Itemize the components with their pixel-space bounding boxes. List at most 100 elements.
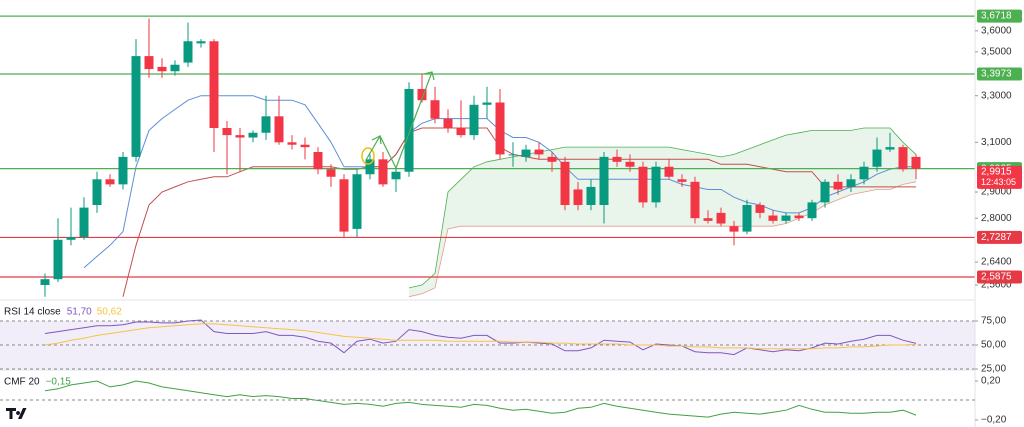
candle-body <box>209 41 219 129</box>
y-tick-label: 0,20 <box>981 376 1001 387</box>
last-price-box <box>977 165 1022 189</box>
candle-body <box>846 179 856 187</box>
candle-body <box>430 100 440 119</box>
candle-body <box>612 156 622 162</box>
candle-body <box>521 149 531 157</box>
candle-body <box>560 161 570 205</box>
candle-body <box>547 156 557 162</box>
candle-body <box>40 279 50 285</box>
candle-body <box>170 64 180 72</box>
candle-body <box>586 186 596 205</box>
legend-value: 50,62 <box>97 307 122 318</box>
indicator-line <box>44 319 917 356</box>
candle-body <box>326 169 336 177</box>
indicator-line <box>122 127 916 297</box>
candle-body <box>859 166 869 180</box>
candle-body <box>144 56 154 70</box>
candle-body <box>131 56 141 157</box>
candle-body <box>807 202 817 219</box>
candle-body <box>781 215 791 221</box>
pane-title: CMF 20 <box>4 377 40 388</box>
candle-body <box>664 166 674 177</box>
candle-body <box>183 41 193 63</box>
candle-body <box>300 144 310 148</box>
indicator-line <box>44 323 917 350</box>
candle-body <box>222 128 232 136</box>
pane-title: RSI 14 close <box>4 307 61 318</box>
candle-body <box>482 102 492 105</box>
y-tick-label: 3,3000 <box>981 90 1012 101</box>
candle-body <box>105 179 115 185</box>
y-tick-label: −0,20 <box>981 415 1007 426</box>
candle-body <box>833 181 843 190</box>
level-label: 2,7287 <box>981 232 1012 243</box>
candle-body <box>911 156 921 169</box>
logo <box>6 408 27 419</box>
candle-body <box>92 179 102 205</box>
candle-body <box>573 189 583 205</box>
candle-body <box>235 135 245 138</box>
arrow-head <box>423 71 435 81</box>
y-tick-label: 3,6000 <box>981 25 1012 36</box>
candle-body <box>794 215 804 219</box>
candle-body <box>79 207 89 238</box>
candle-body <box>248 132 258 138</box>
candle-body <box>261 116 271 133</box>
level-label-box <box>977 230 1022 244</box>
candle-body <box>534 149 544 155</box>
y-tick-label: 2,5600 <box>981 280 1012 291</box>
candle-body <box>469 104 479 136</box>
level-label-box <box>977 9 1022 23</box>
candle-body <box>820 181 830 203</box>
level-label-box <box>977 270 1022 284</box>
candle-body <box>365 159 375 175</box>
candle-body <box>456 128 466 136</box>
candle-body <box>599 156 609 205</box>
candle-body <box>703 218 713 221</box>
legend-value: 51,70 <box>67 307 92 318</box>
indicator-line <box>44 380 917 418</box>
candle-body <box>157 66 167 72</box>
candle-body <box>417 88 427 101</box>
y-tick-label: 75,00 <box>981 316 1006 327</box>
candle-body <box>638 166 648 203</box>
candle-body <box>352 174 362 229</box>
y-tick-label: 50,00 <box>981 340 1006 351</box>
cloud-area <box>409 128 916 297</box>
y-tick-label: 2,8000 <box>981 213 1012 224</box>
candle-body <box>404 88 414 172</box>
annotation-circle <box>361 147 375 165</box>
plot-layers <box>0 15 975 418</box>
candle-body <box>313 151 323 170</box>
candle-body <box>729 226 739 232</box>
level-label: 3,6718 <box>981 11 1012 22</box>
candle-body <box>677 179 687 182</box>
level-label-box <box>977 67 1022 81</box>
candle-body <box>495 102 505 155</box>
cloud-upper <box>408 127 917 289</box>
candle-body <box>287 142 297 145</box>
countdown: 12:43:05 <box>981 177 1016 187</box>
level-label: 2,5875 <box>981 272 1012 283</box>
candle-body <box>339 179 349 232</box>
legend-value: −0,15 <box>46 377 72 388</box>
candle-body <box>716 212 726 224</box>
candle-body <box>872 149 882 167</box>
candle-body <box>196 41 206 44</box>
y-tick-label: 3,1000 <box>981 137 1012 148</box>
y-tick-label: 2,6400 <box>981 257 1012 268</box>
candle-body <box>53 239 63 280</box>
candle-body <box>885 147 895 150</box>
candle-body <box>508 154 518 156</box>
level-label: 3,3973 <box>981 69 1012 80</box>
y-tick-label: 2,9000 <box>981 187 1012 198</box>
candle-body <box>66 237 76 240</box>
candle-body <box>651 166 661 203</box>
last-price-label: 2,9915 <box>981 167 1012 178</box>
annotation-arrow <box>365 71 433 170</box>
candle-body <box>742 204 752 232</box>
cloud-lower <box>408 181 917 298</box>
candle-body <box>443 118 453 129</box>
candle-body <box>690 181 700 219</box>
